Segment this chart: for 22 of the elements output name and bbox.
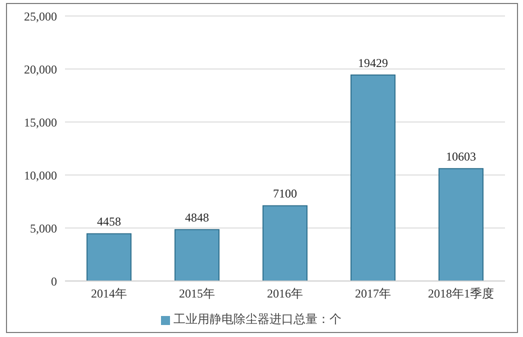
x-tick-label: 2015年: [179, 286, 215, 301]
data-label: 4458: [97, 214, 121, 229]
data-label: 7100: [273, 186, 297, 201]
data-label: 4848: [185, 210, 209, 225]
x-tick-label: 2016年: [267, 286, 303, 301]
y-tick-label: 15,000: [24, 115, 57, 130]
bar: [86, 233, 132, 281]
x-tick-label: 2017年: [355, 286, 391, 301]
legend-label: 工业用静电除尘器进口总量：个: [174, 312, 342, 326]
bar: [262, 205, 308, 281]
bar: [350, 74, 396, 281]
y-tick-label: 20,000: [24, 62, 57, 76]
bar: [174, 229, 220, 281]
x-tick-label: 2018年1季度: [428, 286, 494, 301]
y-tick-label: 0: [51, 274, 57, 288]
y-tick-label: 5,000: [30, 221, 57, 236]
y-tick-label: 10,000: [24, 168, 57, 182]
data-label: 19429: [358, 56, 388, 70]
data-label: 10603: [446, 150, 476, 164]
y-tick-label: 25,000: [24, 9, 57, 24]
x-tick-label: 2014年: [91, 286, 127, 301]
bar: [438, 168, 484, 281]
